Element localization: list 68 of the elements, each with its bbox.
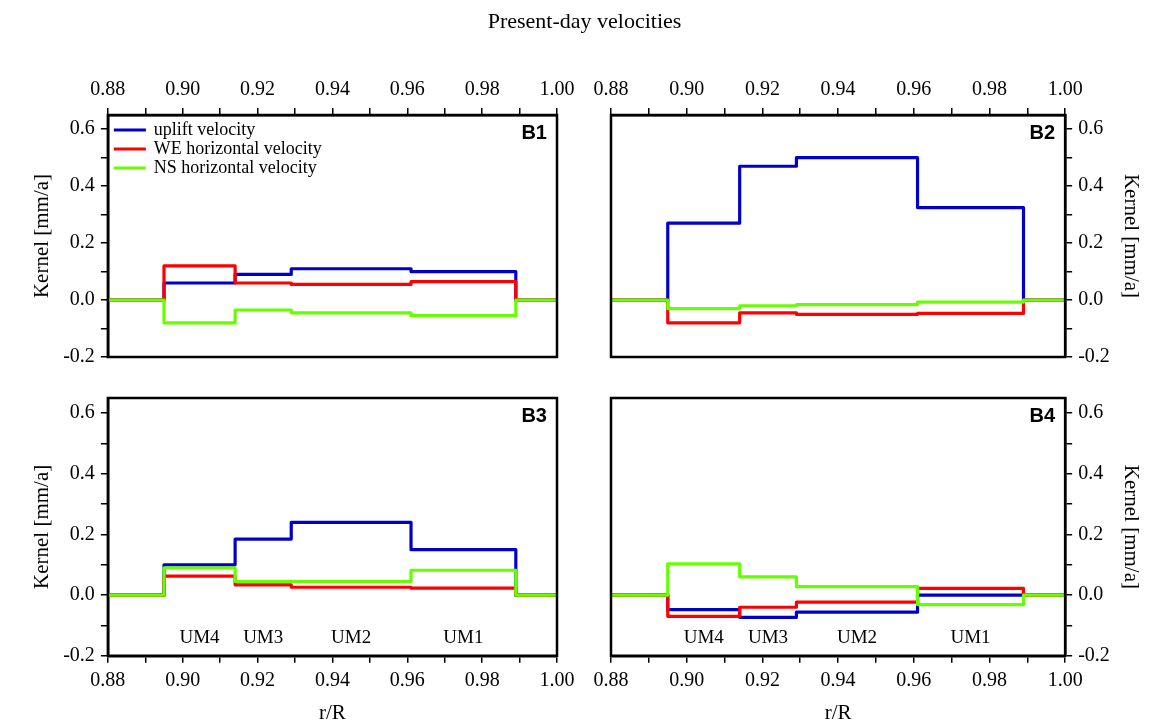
y-tick-label: 0.6 — [1078, 400, 1104, 423]
x-tick-label: 0.88 — [593, 668, 629, 691]
y-tick-label: 0.0 — [69, 582, 95, 605]
y-tick-label: 0.6 — [1078, 116, 1104, 139]
x-tick-label: 0.90 — [669, 77, 705, 100]
x-tick-label: 1.00 — [539, 668, 575, 691]
annotation: UM2 — [836, 625, 878, 647]
x-tick-label: 0.88 — [593, 77, 629, 100]
x-tick-label: 0.90 — [165, 77, 201, 100]
legend-label: uplift velocity — [153, 118, 256, 139]
annotation: UM2 — [331, 625, 372, 647]
y-axis-title: Kernel [mm/a] — [29, 464, 54, 589]
y-tick-label: 0.4 — [1078, 461, 1104, 484]
x-tick-label: 0.88 — [90, 77, 126, 100]
x-tick-label: 0.90 — [669, 668, 705, 691]
x-tick-label: 0.98 — [971, 668, 1007, 691]
x-tick-label: 0.98 — [971, 77, 1007, 100]
y-tick-label: 0.2 — [1078, 521, 1104, 544]
x-axis-title: r/R — [824, 699, 852, 724]
x-tick-label: 1.00 — [1047, 668, 1083, 691]
annotation: UM1 — [443, 625, 484, 647]
x-tick-label: 0.96 — [896, 668, 932, 691]
x-tick-label: 0.92 — [240, 668, 276, 691]
x-tick-label: 0.98 — [464, 77, 500, 100]
annotation: UM3 — [243, 625, 284, 647]
x-tick-label: 0.92 — [744, 77, 780, 100]
y-tick-label: -0.2 — [1078, 643, 1110, 666]
y-tick-label: 0.0 — [69, 287, 95, 310]
x-axis-title: r/R — [319, 699, 346, 724]
x-tick-label: 0.88 — [90, 668, 126, 691]
chart-title: B2 — [1029, 120, 1056, 143]
x-tick-label: 0.96 — [389, 668, 425, 691]
x-tick-label: 0.94 — [820, 668, 856, 691]
chart-title: B1 — [521, 120, 547, 143]
x-tick-label: 0.92 — [240, 77, 276, 100]
y-tick-label: 0.4 — [1078, 173, 1104, 196]
y-axis-title: Kernel [mm/a] — [29, 173, 54, 299]
x-tick-label: 1.00 — [539, 77, 575, 100]
chart-title: B4 — [1029, 403, 1057, 426]
x-tick-label: 0.94 — [314, 668, 350, 691]
annotation: UM4 — [179, 625, 221, 647]
annotation: UM3 — [747, 625, 789, 647]
y-axis-title: Kernel [mm/a] — [1119, 464, 1144, 589]
y-tick-label: -0.2 — [63, 344, 95, 367]
x-tick-label: 1.00 — [1047, 77, 1083, 100]
x-tick-label: 0.94 — [820, 77, 856, 100]
x-tick-label: 0.96 — [896, 77, 932, 100]
y-tick-label: 0.2 — [1078, 230, 1104, 253]
y-tick-label: 0.4 — [69, 461, 95, 484]
y-tick-label: 0.0 — [1078, 287, 1104, 310]
x-tick-label: 0.92 — [744, 668, 780, 691]
y-tick-label: -0.2 — [1078, 344, 1110, 367]
y-tick-label: 0.4 — [69, 173, 95, 196]
annotation: UM1 — [950, 625, 991, 647]
y-tick-label: -0.2 — [63, 643, 95, 666]
x-tick-label: 0.96 — [389, 77, 425, 100]
x-tick-label: 0.94 — [314, 77, 350, 100]
y-tick-label: 0.6 — [69, 400, 95, 423]
chart-title: B3 — [521, 403, 547, 426]
y-tick-label: 0.0 — [1078, 582, 1104, 605]
annotation: UM4 — [683, 625, 725, 647]
x-tick-label: 0.98 — [464, 668, 500, 691]
x-tick-label: 0.90 — [165, 668, 201, 691]
y-tick-label: 0.6 — [69, 116, 95, 139]
y-tick-label: 0.2 — [69, 230, 95, 253]
chart-subtitle: Present-day velocities — [486, 8, 683, 34]
y-tick-label: 0.2 — [69, 521, 95, 544]
y-axis-title: Kernel [mm/a] — [1119, 173, 1144, 299]
